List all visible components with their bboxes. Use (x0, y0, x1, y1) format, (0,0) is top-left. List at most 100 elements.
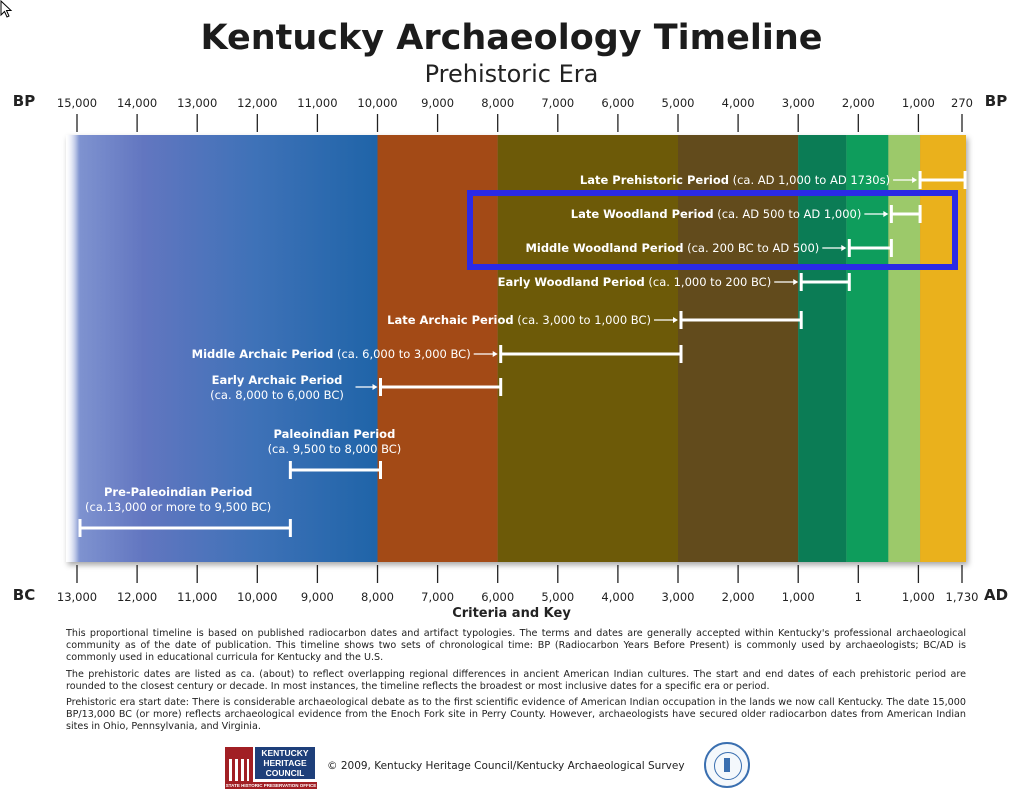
bp-tick-label: 6,000 (601, 96, 634, 110)
period-late-archaic-period: Late Archaic Period (ca. 3,000 to 1,000 … (387, 311, 803, 329)
building-icon (225, 747, 253, 785)
period-name: Early Woodland Period (498, 275, 645, 289)
arrow-head-icon (912, 177, 918, 183)
logo-tagline: STATE HISTORIC PRESERVATION OFFICE (225, 782, 317, 789)
period-name: Late Woodland Period (571, 207, 714, 221)
criteria-heading: Criteria and Key (452, 606, 571, 621)
color-band (888, 135, 921, 562)
bc-ad-tick-label: 8,000 (361, 590, 394, 604)
period-range: (ca. 6,000 to 3,000 BC) (333, 347, 470, 361)
bp-tick-label: 11,000 (297, 96, 337, 110)
arrow-head-icon (793, 279, 799, 285)
period-late-prehistoric-period: Late Prehistoric Period (ca. AD 1,000 to… (580, 171, 967, 189)
period-label: Late Archaic Period (ca. 3,000 to 1,000 … (387, 313, 651, 327)
bc-ad-tick-label: 2,000 (722, 590, 755, 604)
period-name: Middle Woodland Period (525, 241, 683, 255)
ad-axis-label: AD (984, 586, 1008, 604)
bp-axis-label: BP (13, 92, 35, 110)
color-band (497, 135, 678, 562)
arrow-head-icon (673, 317, 679, 323)
arrow-head-icon (841, 245, 847, 251)
bc-ad-tick-label: 1 (855, 590, 862, 604)
arrow-head-icon (883, 211, 889, 217)
bp-tick-label: 13,000 (177, 96, 217, 110)
bp-tick-label: 5,000 (662, 96, 695, 110)
bc-ad-tick-label: 1,730 (946, 590, 979, 604)
period-name: Late Prehistoric Period (580, 173, 729, 187)
period-paleoindian-period: Paleoindian Period(ca. 9,500 to 8,000 BC… (268, 427, 402, 479)
chart-subtitle: Prehistoric Era (424, 60, 599, 88)
arrow-head-icon (492, 351, 498, 357)
bc-axis-label: BC (13, 586, 35, 604)
kentucky-archaeological-survey-seal-icon (704, 742, 750, 788)
note-paragraph: This proportional timeline is based on p… (66, 628, 966, 664)
period-middle-archaic-period: Middle Archaic Period (ca. 6,000 to 3,00… (192, 345, 683, 363)
period-range: (ca. 200 BC to AD 500) (683, 241, 819, 255)
logo-line: HERITAGE (263, 758, 307, 768)
color-band (377, 135, 498, 562)
chart-title: Kentucky Archaeology Timeline (200, 18, 823, 58)
color-band (920, 135, 966, 562)
period-range: (ca. 9,500 to 8,000 BC) (268, 442, 402, 456)
notes-section: This proportional timeline is based on p… (66, 628, 966, 738)
period-label: Early Woodland Period (ca. 1,000 to 200 … (498, 275, 772, 289)
period-range: (ca. 3,000 to 1,000 BC) (514, 313, 651, 327)
footer: KENTUCKY HERITAGE COUNCIL STATE HISTORIC… (0, 742, 1023, 792)
bp-axis-label-right: BP (985, 92, 1007, 110)
note-paragraph: Prehistoric era start date: There is con… (66, 697, 966, 733)
bp-tick-label: 2,000 (842, 96, 875, 110)
period-range: (ca. AD 500 to AD 1,000) (714, 207, 862, 221)
bc-ad-tick-label: 1,000 (902, 590, 935, 604)
period-early-woodland-period: Early Woodland Period (ca. 1,000 to 200 … (498, 273, 851, 291)
period-range: (ca. AD 1,000 to AD 1730s) (729, 173, 890, 187)
bp-tick-label: 10,000 (357, 96, 397, 110)
period-range: (ca.13,000 or more to 9,500 BC) (85, 500, 271, 514)
period-name: Paleoindian Period (274, 427, 396, 441)
timeline-chart: BP BP 1 5,000 14,000 13,000 12,000 11,000 10,000… (13, 92, 1008, 604)
period-label: Late Woodland Period (ca. AD 500 to AD 1… (571, 207, 862, 221)
highlight-box (467, 190, 958, 270)
period-range: (ca. 8,000 to 6,000 BC) (210, 388, 344, 402)
arrow-head-icon (372, 384, 378, 390)
period-label: Middle Woodland Period (ca. 200 BC to AD… (525, 241, 819, 255)
period-middle-woodland-period: Middle Woodland Period (ca. 200 BC to AD… (525, 239, 893, 257)
plot-edge-fade (66, 135, 80, 562)
period-pre-paleoindian-period: Pre-Paleoindian Period(ca.13,000 or more… (78, 485, 292, 537)
bc-ad-tick-label: 3,000 (662, 590, 695, 604)
bp-tick-label: 270 (951, 96, 973, 110)
bc-ad-tick-label: 10,000 (237, 590, 277, 604)
color-band (678, 135, 799, 562)
bc-ad-tick-label: 6,000 (481, 590, 514, 604)
logo-text: KENTUCKY HERITAGE COUNCIL (255, 747, 315, 779)
bp-tick-label: 1,000 (902, 96, 935, 110)
bc-ad-tick-label: 4,000 (601, 590, 634, 604)
period-bars: Late Prehistoric Period (ca. AD 1,000 to… (78, 171, 967, 537)
note-paragraph: The prehistoric dates are listed as ca. … (66, 668, 966, 692)
bc-ad-tick-label: 1,000 (782, 590, 815, 604)
bp-axis: BP BP 15,000 14,000 13,000 12,000 11,000 10,000… (13, 92, 1007, 132)
bc-ad-tick-label: 12,000 (117, 590, 157, 604)
mouse-cursor-icon (0, 0, 13, 18)
period-name: Pre-Paleoindian Period (104, 485, 252, 499)
bp-tick-label: 3,000 (782, 96, 815, 110)
kentucky-heritage-council-logo: KENTUCKY HERITAGE COUNCIL STATE HISTORIC… (225, 745, 317, 789)
period-color-bands (66, 135, 966, 562)
bp-tick-label: 7,000 (541, 96, 574, 110)
period-name: Late Archaic Period (387, 313, 513, 327)
period-label: Middle Archaic Period (ca. 6,000 to 3,00… (192, 347, 471, 361)
period-name: Middle Archaic Period (192, 347, 334, 361)
bc-ad-tick-label: 11,000 (177, 590, 217, 604)
logo-line: COUNCIL (265, 768, 305, 778)
bp-tick-label: 4,000 (722, 96, 755, 110)
logo-line: KENTUCKY (261, 748, 309, 758)
bp-tick-label: 8,000 (481, 96, 514, 110)
period-late-woodland-period: Late Woodland Period (ca. AD 500 to AD 1… (571, 205, 922, 223)
bp-tick-label: 9,000 (421, 96, 454, 110)
period-label: Late Prehistoric Period (ca. AD 1,000 to… (580, 173, 890, 187)
color-band (798, 135, 847, 562)
bp-tick-label: 12,000 (237, 96, 277, 110)
period-early-archaic-period: Early Archaic Period(ca. 8,000 to 6,000 … (210, 373, 503, 402)
bp-tick-label: 14,000 (117, 96, 157, 110)
period-name: Early Archaic Period (212, 373, 343, 387)
